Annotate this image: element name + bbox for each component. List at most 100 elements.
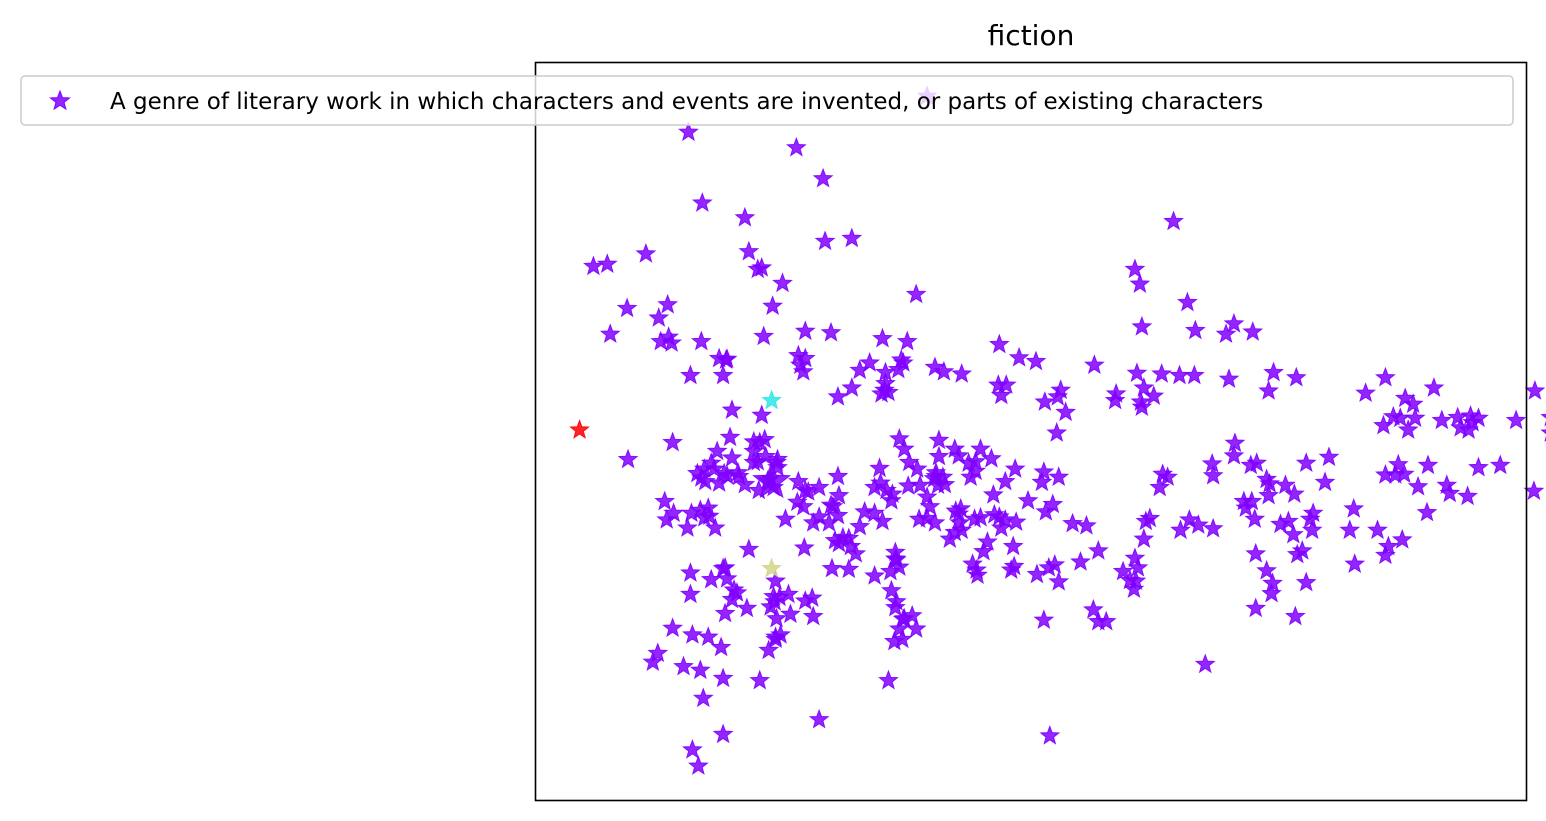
scatter-point xyxy=(827,385,849,406)
scatter-point xyxy=(1233,490,1255,511)
scatter-point xyxy=(802,511,824,532)
plot-frame xyxy=(534,61,1528,802)
scatter-point xyxy=(1131,315,1153,336)
scatter-point xyxy=(1394,387,1416,408)
scatter-point xyxy=(1275,474,1296,495)
scatter-point xyxy=(747,450,769,471)
scatter-point xyxy=(689,659,711,680)
scatter-point xyxy=(647,642,669,663)
scatter-point xyxy=(1224,432,1246,453)
scatter-point xyxy=(642,651,664,672)
scatter-point xyxy=(661,332,683,352)
scatter-point xyxy=(617,448,639,469)
scatter-point xyxy=(1261,582,1282,603)
scatter-point xyxy=(1314,471,1336,492)
scatter-point xyxy=(1245,597,1267,618)
scatter-point xyxy=(1431,409,1453,430)
scatter-point xyxy=(648,307,670,327)
scatter-point xyxy=(901,604,923,625)
scatter-point xyxy=(1033,609,1055,630)
scatter-point xyxy=(967,564,988,585)
scatter-point xyxy=(616,297,638,318)
scatter-point xyxy=(1048,570,1070,591)
scatter-point xyxy=(1299,508,1321,529)
scatter-point xyxy=(710,636,732,657)
scatter-point xyxy=(691,192,713,212)
scatter-point xyxy=(794,347,816,368)
scatter-point xyxy=(1042,493,1064,514)
scatter-point xyxy=(1104,389,1126,410)
scatter-point xyxy=(982,483,1004,504)
scatter-point xyxy=(714,556,736,577)
scatter-point xyxy=(1143,385,1165,405)
scatter-point xyxy=(680,583,701,604)
scatter-point xyxy=(812,167,834,188)
scatter-point xyxy=(885,590,907,611)
scatter-point xyxy=(988,333,1010,354)
scatter-point xyxy=(881,579,902,600)
scatter-point xyxy=(712,364,734,385)
scatter-point xyxy=(738,538,760,559)
scatter-point xyxy=(1540,429,1546,442)
scatter-point xyxy=(1436,474,1458,495)
scatter-point xyxy=(890,349,912,369)
scatter-point xyxy=(763,585,784,606)
scatter-point xyxy=(1282,523,1304,544)
scatter-point xyxy=(944,521,966,542)
scatter-point xyxy=(951,363,973,383)
highlight-point xyxy=(752,461,792,499)
scatter-point xyxy=(1407,475,1429,496)
scatter-point xyxy=(1286,543,1308,564)
scatter-point xyxy=(1439,482,1461,503)
scatter-point xyxy=(706,440,728,461)
scatter-point xyxy=(1339,519,1361,540)
scatter-point xyxy=(682,738,703,759)
chart-title: fiction xyxy=(988,19,1075,52)
scatter-point xyxy=(1170,519,1191,540)
scatter-point xyxy=(736,597,758,618)
scatter-point xyxy=(738,240,760,261)
scatter-point xyxy=(1025,350,1047,371)
scatter-point xyxy=(871,382,892,403)
scatter-point xyxy=(1223,444,1245,465)
scatter-point xyxy=(1126,362,1148,383)
scatter-point xyxy=(1263,361,1284,382)
scatter-point xyxy=(808,476,830,497)
scatter-point xyxy=(687,755,709,775)
scatter-point xyxy=(758,639,780,660)
scatter-point xyxy=(958,452,980,473)
scatter-point xyxy=(1343,497,1365,518)
scatter-point xyxy=(1039,724,1061,745)
scatter-point xyxy=(583,255,604,276)
scatter-point xyxy=(680,562,701,582)
scatter-point xyxy=(854,500,876,521)
scatter-point xyxy=(1259,472,1280,493)
scatter-point xyxy=(909,474,931,495)
scatter-point xyxy=(1355,382,1377,403)
scatter-point xyxy=(697,626,719,646)
scatter-point xyxy=(1416,501,1438,522)
scatter-point xyxy=(869,457,890,478)
scatter-point xyxy=(1460,405,1481,425)
scatter-point xyxy=(897,475,919,495)
scatter-point xyxy=(721,447,743,467)
scatter-point xyxy=(719,426,741,447)
scatter-point xyxy=(1505,409,1527,430)
scatter-point xyxy=(1112,560,1134,581)
scatter-point xyxy=(1008,346,1030,367)
scatter-point xyxy=(1031,471,1053,492)
scatter-point xyxy=(1149,476,1171,497)
scatter-point xyxy=(755,445,777,466)
scatter-point xyxy=(1489,454,1511,475)
scatter-point xyxy=(906,458,928,478)
highlight-point xyxy=(569,419,590,439)
scatter-point xyxy=(1151,363,1173,383)
scatter-point xyxy=(1218,368,1240,389)
scatter-point xyxy=(1373,414,1394,435)
scatter-point xyxy=(775,508,796,529)
scatter-point xyxy=(700,568,722,589)
scatter-point xyxy=(1163,210,1184,231)
scatter-point xyxy=(928,429,950,450)
scatter-point xyxy=(1177,291,1198,312)
scatter-point xyxy=(793,537,815,557)
